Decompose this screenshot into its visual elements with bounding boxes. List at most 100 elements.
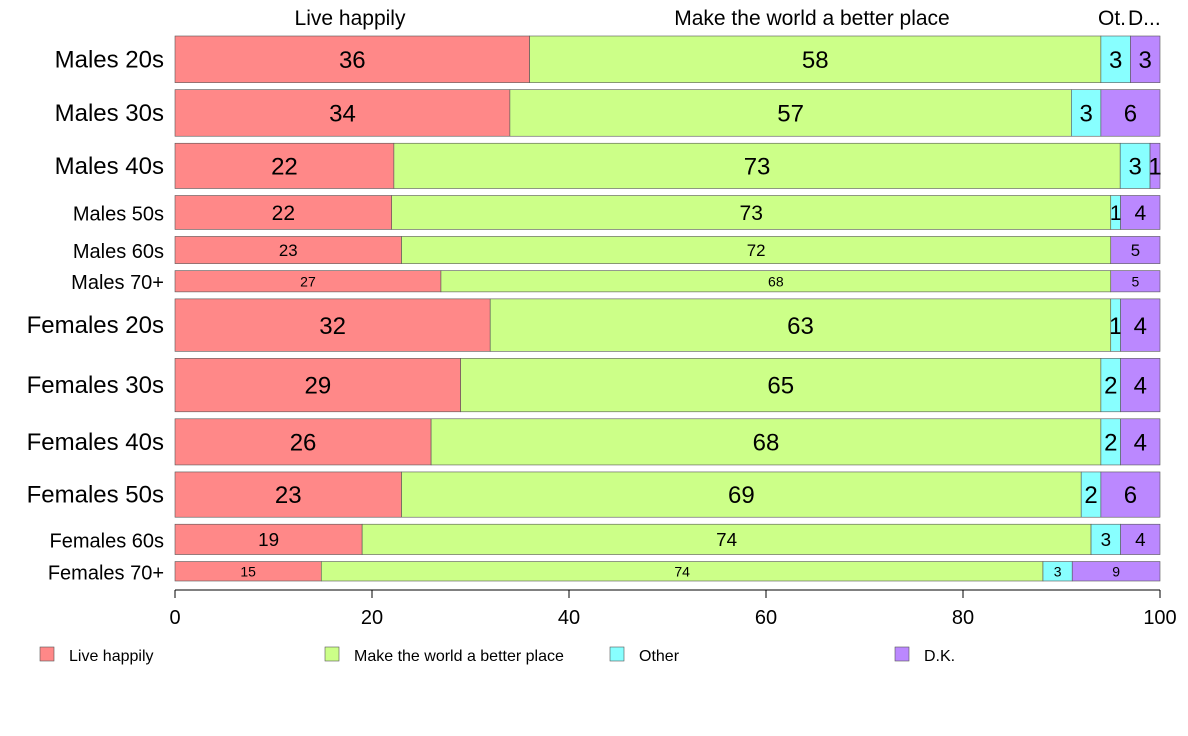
data-label: 1 — [1109, 313, 1122, 340]
category-label: Males 60s — [73, 241, 164, 263]
bar-segment — [393, 142, 1121, 189]
category-label: Females 30s — [27, 372, 164, 399]
bar-segment — [174, 142, 395, 189]
bar-segment — [174, 358, 461, 413]
bar-segment — [391, 195, 1112, 230]
data-label: 29 — [304, 373, 331, 400]
bar-segment — [529, 35, 1102, 83]
category-label: Males 70+ — [71, 272, 164, 294]
data-label: 6 — [1124, 482, 1137, 509]
data-label: 69 — [728, 482, 755, 509]
bar-segment — [174, 35, 530, 83]
data-label: 74 — [674, 563, 690, 579]
legend-label: Other — [639, 648, 680, 665]
data-label: 2 — [1104, 373, 1117, 400]
bar-segment — [361, 523, 1092, 555]
bar-segment — [174, 236, 402, 264]
bar-segment — [174, 523, 363, 555]
data-label: 1 — [1110, 202, 1122, 225]
data-label: 9 — [1112, 563, 1120, 579]
data-label: 73 — [740, 202, 763, 225]
data-label: 22 — [272, 202, 295, 225]
data-label: 4 — [1134, 202, 1146, 225]
bar-segment — [1071, 561, 1161, 582]
data-label: 3 — [1054, 563, 1062, 579]
bar-segment — [1110, 270, 1161, 293]
data-label: 26 — [290, 430, 317, 457]
legend-swatch — [609, 646, 625, 662]
legend-label: Make the world a better place — [354, 648, 564, 665]
data-label: 73 — [744, 154, 771, 181]
bar-segment — [1100, 89, 1161, 137]
data-label: 65 — [767, 373, 794, 400]
top-label: D... — [1128, 7, 1161, 30]
legend-swatch — [894, 646, 910, 662]
data-label: 63 — [787, 313, 814, 340]
data-label: 4 — [1134, 430, 1147, 457]
data-label: 5 — [1131, 241, 1140, 260]
bar-segment — [1090, 523, 1121, 555]
data-label: 3 — [1101, 529, 1111, 550]
bar-segment — [509, 89, 1072, 137]
data-label: 5 — [1131, 273, 1139, 289]
x-tick-label: 100 — [1143, 607, 1176, 629]
data-label: 19 — [258, 529, 279, 550]
x-tick-label: 80 — [952, 607, 974, 629]
bar-segment — [489, 298, 1112, 352]
bar-segment — [174, 418, 432, 466]
category-label: Females 40s — [27, 429, 164, 456]
top-label: Make the world a better place — [674, 7, 949, 30]
data-label: 22 — [271, 154, 298, 181]
legend-label: D.K. — [924, 648, 955, 665]
category-label: Females 70+ — [48, 562, 164, 584]
legend-label: Live happily — [69, 648, 154, 665]
bar-segment — [174, 89, 511, 137]
data-label: 57 — [777, 101, 804, 128]
category-label: Males 30s — [55, 100, 164, 127]
category-label: Males 50s — [73, 203, 164, 225]
bar-segment — [401, 236, 1112, 264]
bar-segment — [174, 298, 491, 352]
data-label: 36 — [339, 47, 366, 74]
bar-segment — [1149, 142, 1161, 189]
bar-segment — [1120, 298, 1161, 352]
bar-segment — [1100, 471, 1161, 518]
data-label: 68 — [753, 430, 780, 457]
bar-segment — [1130, 35, 1161, 83]
data-label: 74 — [716, 529, 737, 550]
legend-swatch — [324, 646, 340, 662]
data-label: 4 — [1134, 313, 1147, 340]
data-label: 4 — [1134, 373, 1147, 400]
bar-segment — [1120, 358, 1161, 413]
bar-segment — [1071, 89, 1102, 137]
bar-segment — [174, 195, 392, 230]
data-label: 32 — [319, 313, 346, 340]
data-label: 23 — [279, 241, 298, 260]
data-label: 34 — [329, 101, 356, 128]
category-label: Males 40s — [55, 153, 164, 180]
data-label: 3 — [1128, 154, 1141, 181]
legend-swatch — [39, 646, 55, 662]
category-label: Females 50s — [27, 482, 164, 509]
bar-segment — [460, 358, 1102, 413]
data-label: 6 — [1124, 101, 1137, 128]
x-tick-label: 60 — [755, 607, 777, 629]
x-tick-label: 20 — [361, 607, 383, 629]
data-label: 1 — [1148, 154, 1161, 181]
bar-segment — [1120, 523, 1161, 555]
data-label: 72 — [747, 241, 766, 260]
bar-segment — [1100, 35, 1131, 83]
data-label: 23 — [275, 482, 302, 509]
category-label: Females 20s — [27, 312, 164, 339]
data-label: 2 — [1104, 430, 1117, 457]
category-label: Males 20s — [55, 46, 164, 73]
data-label: 68 — [768, 273, 784, 289]
bar-segment — [1120, 195, 1161, 230]
bar-segment — [1120, 418, 1161, 466]
data-label: 15 — [240, 563, 256, 579]
data-label: 2 — [1084, 482, 1097, 509]
data-label: 4 — [1135, 529, 1145, 550]
data-label: 3 — [1109, 47, 1122, 74]
category-label: Females 60s — [50, 530, 165, 552]
